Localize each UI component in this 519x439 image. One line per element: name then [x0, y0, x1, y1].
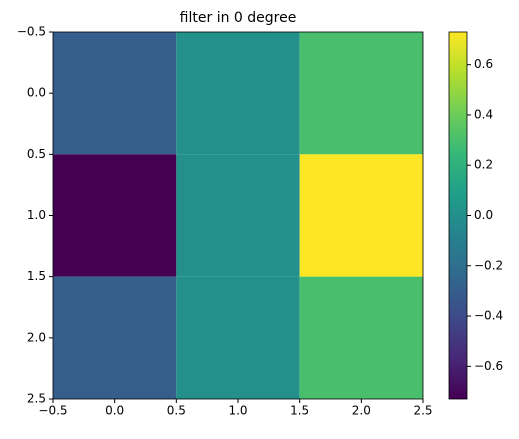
- x-tick-label: 2.5: [413, 404, 432, 418]
- y-tick-label: 2.0: [27, 330, 46, 344]
- y-tick-label: 1.0: [27, 208, 46, 222]
- colorbar-tick-label: −0.6: [474, 359, 503, 373]
- heatmap-cell: [176, 276, 300, 399]
- x-tick-label: −0.5: [38, 404, 67, 418]
- heatmap-cell: [53, 32, 177, 155]
- y-tick-label: 0.5: [27, 147, 46, 161]
- x-tick-label: 1.0: [228, 404, 247, 418]
- colorbar-tick-label: −0.4: [474, 309, 503, 323]
- colorbar-tick-label: 0.6: [474, 57, 493, 71]
- x-tick-label: 0.5: [167, 404, 186, 418]
- x-tick-label: 0.0: [105, 404, 124, 418]
- heatmap-cell: [176, 32, 300, 155]
- heatmap-cell: [299, 276, 423, 399]
- heatmap-cell: [53, 154, 177, 277]
- heatmap-cell: [299, 32, 423, 155]
- colorbar-tick-label: 0.2: [474, 158, 493, 172]
- chart-title: filter in 0 degree: [180, 10, 297, 26]
- y-tick-label: 1.5: [27, 269, 46, 283]
- y-tick-label: 0.0: [27, 86, 46, 100]
- colorbar-tick-label: −0.2: [474, 258, 503, 272]
- colorbar-tick-label: 0.4: [474, 107, 493, 121]
- y-tick-label: 2.5: [27, 392, 46, 406]
- heatmap-cell: [299, 154, 423, 277]
- heatmap-cell: [176, 154, 300, 277]
- colorbar-tick-label: 0.0: [474, 208, 493, 222]
- colorbar: [448, 31, 468, 400]
- y-tick-label: −0.5: [17, 25, 46, 39]
- x-tick-label: 2.0: [352, 404, 371, 418]
- x-tick-label: 1.5: [290, 404, 309, 418]
- heatmap-cell: [53, 276, 177, 399]
